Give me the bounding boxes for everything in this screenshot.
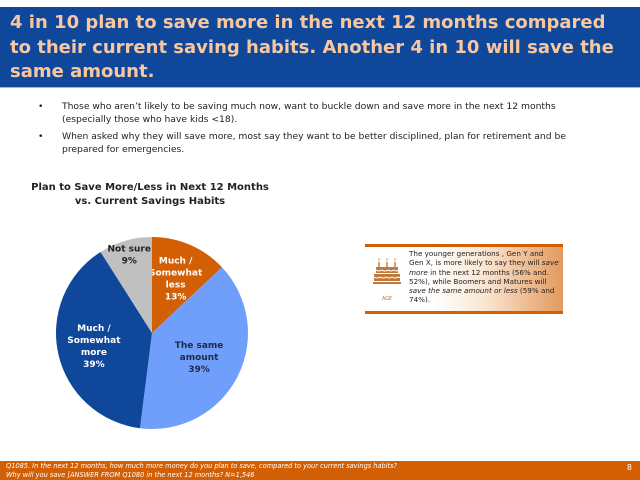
bullet-text: Those who aren’t likely to be saving muc… bbox=[62, 101, 556, 125]
pie-slice-not-sure bbox=[100, 237, 152, 333]
page-number: 8 bbox=[626, 463, 632, 472]
chart-title: Plan to Save More/Less in Next 12 Months… bbox=[30, 181, 270, 209]
bullet-item: • When asked why they will save more, mos… bbox=[38, 130, 598, 156]
info-text-part: The younger generations , Gen Y and Gen … bbox=[409, 249, 544, 268]
slide-footer: Q1085. In the next 12 months, how much m… bbox=[0, 461, 640, 480]
info-box-body: AGE The younger generations , Gen Y and … bbox=[365, 247, 563, 311]
footnote-line: Q1085. In the next 12 months, how much m… bbox=[6, 462, 398, 470]
bullet-text: When asked why they will save more, most… bbox=[62, 131, 566, 155]
footnote: Q1085. In the next 12 months, how much m… bbox=[6, 462, 397, 479]
info-text-part: in the next 12 months (56% and. 52%), wh… bbox=[409, 267, 549, 286]
chart-title-line: Plan to Save More/Less in Next 12 Months bbox=[31, 182, 269, 193]
chart-title-line: vs. Current Savings Habits bbox=[74, 196, 226, 207]
pie-slice-label: Much / Somewhat more 39% bbox=[67, 324, 121, 370]
pie-slice-label: Not sure 9% bbox=[107, 245, 150, 267]
bullet-list: • Those who aren’t likely to be saving mu… bbox=[38, 100, 598, 160]
pie-slice-much-somewhat-less bbox=[152, 237, 222, 333]
age-insight-box: AGE The younger generations , Gen Y and … bbox=[365, 244, 563, 314]
pie-slice-much-somewhat-more bbox=[55, 251, 152, 429]
pie-slice-label: The same amount 39% bbox=[175, 341, 224, 375]
info-text: The younger generations , Gen Y and Gen … bbox=[409, 249, 559, 305]
slide-title: 4 in 10 plan to save more in the next 12… bbox=[10, 12, 614, 82]
bullet-dot: • bbox=[38, 131, 44, 142]
info-text-emphasis: save more bbox=[409, 258, 559, 277]
birthday-cake-icon bbox=[373, 258, 401, 284]
icon-label: AGE bbox=[381, 296, 393, 302]
slide-header: 4 in 10 plan to save more in the next 12… bbox=[0, 7, 640, 88]
bullet-dot: • bbox=[38, 101, 44, 112]
pie-slice-label: Much / Somewhat less 13% bbox=[149, 256, 203, 302]
info-text-part: (59% and 74%). bbox=[409, 286, 555, 305]
info-box-top-bar bbox=[365, 244, 563, 247]
pie-slice-the-same-amount bbox=[139, 267, 249, 429]
info-text-emphasis: save the same amount or less bbox=[409, 286, 518, 296]
bullet-item: • Those who aren’t likely to be saving mu… bbox=[38, 100, 598, 126]
footnote-line: Why will you save [ANSWER FROM Q1080 in … bbox=[6, 470, 255, 479]
info-box-bottom-bar bbox=[365, 311, 563, 314]
